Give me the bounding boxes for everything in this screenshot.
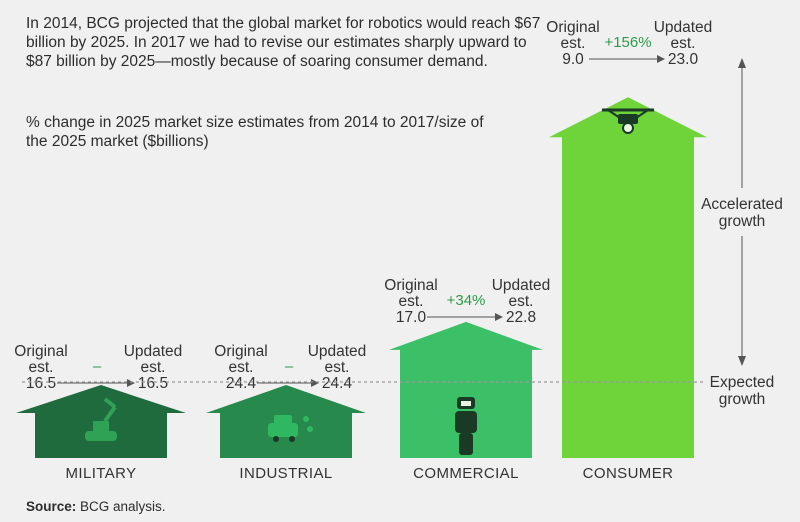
expected-growth-line1: Expected (710, 374, 775, 391)
pct-change-3: +156% (604, 34, 651, 51)
original-value-2: 17.0 (396, 309, 427, 326)
updated-label-1: Updated (308, 343, 367, 360)
drone-arm-left (607, 109, 621, 119)
category-label-commercial: COMMERCIAL (413, 465, 519, 482)
accelerated-arrow-head-down (738, 356, 746, 366)
car-wheel-left (273, 436, 279, 442)
original-est-1: est. (229, 359, 254, 376)
updated-est-0: est. (141, 359, 166, 376)
pct-change-1: – (285, 358, 294, 375)
chart-subtitle: % change in 2025 market size estimates f… (26, 114, 484, 150)
bar-commercial (389, 321, 543, 458)
source-label: Source: (26, 499, 77, 514)
pct-change-0: – (93, 358, 102, 375)
car-assembly-icon (268, 415, 313, 442)
category-label-military: MILITARY (66, 465, 137, 482)
updated-value-1: 24.4 (322, 375, 353, 392)
category-label-consumer: CONSUMER (583, 465, 674, 482)
updated-label-2: Updated (492, 277, 551, 294)
intro-text: In 2014, BCG projected that the global m… (26, 15, 541, 70)
original-value-3: 9.0 (562, 51, 584, 68)
accelerated-growth-line2: growth (719, 213, 766, 230)
car-wheel-right (289, 436, 295, 442)
original-label-3: Original (546, 19, 599, 36)
expected-growth-line2: growth (719, 391, 766, 408)
original-value-1: 24.4 (226, 375, 257, 392)
robot-base (459, 433, 473, 455)
drone-camera (622, 122, 634, 134)
tool-node-b (307, 426, 313, 432)
original-value-0: 16.5 (26, 375, 56, 392)
drone-icon (602, 108, 654, 134)
robot-track (85, 431, 117, 441)
robot-torso (455, 411, 477, 433)
updated-est-2: est. (509, 293, 534, 310)
original-label-2: Original (384, 277, 437, 294)
original-est-2: est. (399, 293, 424, 310)
updated-est-3: est. (671, 35, 696, 52)
updated-value-0: 16.5 (138, 375, 168, 392)
pct-change-2: +34% (447, 292, 486, 309)
original-label-0: Original (14, 343, 67, 360)
updated-value-3: 23.0 (668, 51, 699, 68)
car-cabin (274, 415, 292, 425)
original-est-3: est. (561, 35, 586, 52)
robot-arm-upper (103, 397, 117, 409)
updated-label-3: Updated (654, 19, 713, 36)
accelerated-arrow-head-up (738, 58, 746, 68)
bar-consumer (549, 97, 707, 458)
original-label-1: Original (214, 343, 267, 360)
source-value: BCG analysis. (80, 499, 166, 514)
updated-label-0: Updated (124, 343, 183, 360)
robot-arm-lower (103, 405, 117, 423)
source-note: Source: BCG analysis. (26, 499, 166, 514)
robot-arm-icon (85, 397, 117, 441)
humanoid-robot-icon (455, 397, 477, 455)
car-body (268, 423, 298, 437)
robot-face (461, 401, 471, 406)
category-label-industrial: INDUSTRIAL (239, 465, 332, 482)
accelerated-growth-line1: Accelerated (701, 196, 783, 213)
updated-value-2: 22.8 (506, 309, 536, 326)
drone-arm-right (635, 109, 649, 119)
robot-chassis (93, 421, 109, 431)
updated-est-1: est. (325, 359, 350, 376)
original-est-0: est. (29, 359, 54, 376)
drone-body (618, 114, 638, 124)
tool-node-a (303, 416, 309, 422)
